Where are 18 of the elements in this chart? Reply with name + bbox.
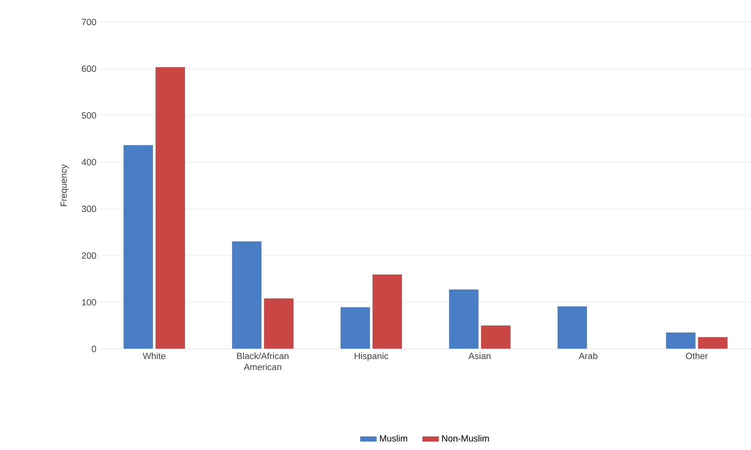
x-tick-label: Arab xyxy=(578,352,598,360)
y-tick-label: 0 xyxy=(92,346,96,352)
legend-label: Non-Muslim xyxy=(442,434,489,442)
x-tick-label: Hispanic xyxy=(354,352,388,361)
x-tick-label: Other xyxy=(686,352,708,360)
y-tick-label: 300 xyxy=(82,206,96,212)
y-axis-title: Frequency xyxy=(60,164,69,206)
y-tick-label: 100 xyxy=(82,299,96,306)
legend-label: Muslim xyxy=(380,434,408,442)
x-tick-label: Black/African American xyxy=(237,352,288,370)
y-tick-label: 400 xyxy=(82,158,96,166)
x-tick-label: Asian xyxy=(468,352,490,360)
y-tick-label: 700 xyxy=(82,18,96,26)
bar xyxy=(556,306,588,350)
y-tick-label: 500 xyxy=(82,112,96,119)
y-tick-label: 600 xyxy=(82,66,96,72)
x-tick-label: White xyxy=(142,352,166,360)
y-tick-label: 200 xyxy=(82,252,96,259)
